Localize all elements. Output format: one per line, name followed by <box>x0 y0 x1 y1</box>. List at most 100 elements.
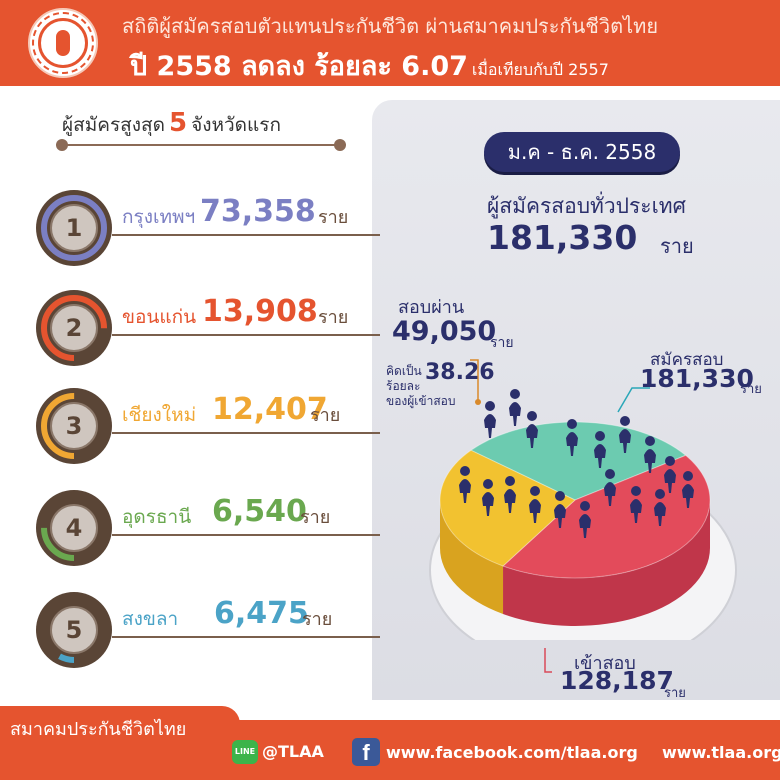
province-underline <box>112 534 380 536</box>
person-icon <box>682 471 694 508</box>
nationwide-label: ผู้สมัครสอบทั่วประเทศ <box>487 194 686 218</box>
rank-ring-arc <box>41 295 107 361</box>
province-underline <box>112 334 380 336</box>
applied-leader <box>617 387 650 413</box>
person-icon <box>619 416 631 453</box>
province-row: 5 สงขลา 6,475 ราย <box>36 592 380 672</box>
province-unit: ราย <box>302 609 333 630</box>
person-icon <box>529 486 541 523</box>
person-icon <box>579 501 591 538</box>
header-title-line2: ปี 2558 ลดลง ร้อยละ 6.07 เมื่อเทียบกับปี … <box>130 44 609 87</box>
passed-pct-pre2: ร้อยละ <box>386 379 421 393</box>
person-icon <box>664 456 676 493</box>
rank-number: 3 <box>50 402 98 450</box>
header-title-main: ปี 2558 ลดลง ร้อยละ 6.07 <box>130 51 468 82</box>
rank-ring-arc <box>41 495 107 561</box>
rank-ring <box>41 295 107 361</box>
person-icon <box>482 479 494 516</box>
title-rule-right-dot <box>334 139 346 151</box>
pie-side <box>503 500 710 626</box>
passed-label: สอบผ่าน <box>398 297 465 318</box>
province-row: 2 ขอนแก่น 13,908 ราย <box>36 290 380 370</box>
logo-figure <box>56 30 70 56</box>
province-name: เชียงใหม่ <box>122 404 197 426</box>
person-icon <box>509 389 521 426</box>
header-title-line1: สถิติผู้สมัครสอบตัวแทนประกันชีวิต ผ่านสม… <box>122 14 659 38</box>
province-unit: ราย <box>300 507 331 528</box>
applied-label: สมัครสอบ <box>650 350 724 370</box>
province-unit: ราย <box>310 405 341 426</box>
rank-ring-arc <box>41 195 107 261</box>
applied-value: 181,330 <box>640 364 754 393</box>
rank-ring <box>41 393 107 459</box>
province-underline <box>112 432 380 434</box>
rank-ring-arc <box>41 393 107 459</box>
person-icon <box>459 466 471 503</box>
province-name: สงขลา <box>122 608 179 630</box>
person-icon <box>654 489 666 526</box>
province-name: กรุงเทพฯ <box>122 206 196 228</box>
passed-pct-post: ของผู้เข้าสอบ <box>386 394 456 408</box>
logo-outer-ring <box>32 12 94 74</box>
nationwide-value: 181,330 <box>487 218 638 257</box>
province-unit: ราย <box>318 207 349 228</box>
rank-badge: 2 <box>36 290 112 366</box>
top5-title-post: จังหวัดแรก <box>191 114 281 136</box>
person-icon <box>604 469 616 506</box>
rank-ring <box>41 597 107 663</box>
province-row: 3 เชียงใหม่ 12,407 ราย <box>36 388 380 468</box>
top5-title-pre: ผู้สมัครสูงสุด <box>62 114 165 136</box>
person-icon <box>644 436 656 473</box>
pie-slice <box>469 421 687 501</box>
top5-title: ผู้สมัครสูงสุด 5 จังหวัดแรก <box>62 108 342 140</box>
footer-bar <box>0 720 780 780</box>
nationwide-unit: ราย <box>660 234 694 258</box>
line-icon[interactable]: LINE <box>232 740 258 764</box>
person-icon <box>526 411 538 448</box>
passed-leader-dot <box>475 399 481 405</box>
rank-number: 2 <box>50 304 98 352</box>
province-unit: ราย <box>318 307 349 328</box>
facebook-link[interactable]: www.facebook.com/tlaa.org <box>386 743 638 762</box>
province-value: 13,908 <box>202 294 318 329</box>
person-icon <box>484 401 496 438</box>
facebook-icon[interactable]: f <box>352 738 380 766</box>
person-icon <box>504 476 516 513</box>
province-name: ขอนแก่น <box>122 306 197 328</box>
applied-unit: ราย <box>740 382 762 397</box>
passed-pct: 38.26 <box>425 360 495 385</box>
header-title-suffix: เมื่อเทียบกับปี 2557 <box>471 60 609 79</box>
rank-badge: 5 <box>36 592 112 668</box>
province-value: 6,475 <box>214 596 309 631</box>
line-id-link[interactable]: @TLAA <box>262 742 324 761</box>
website-link[interactable]: www.tlaa.org <box>662 743 780 762</box>
took-label: เข้าสอบ <box>574 653 636 674</box>
passed-leader <box>470 359 479 400</box>
pie-slice <box>439 449 576 567</box>
took-unit: ราย <box>664 686 686 701</box>
province-name: อุดรธานี <box>122 506 192 528</box>
took-value: 128,187 <box>560 666 674 695</box>
rank-ring-arc <box>41 597 107 663</box>
took-leader <box>544 648 552 673</box>
rank-badge: 4 <box>36 490 112 566</box>
passed-value: 49,050 <box>392 316 497 347</box>
top5-title-num: 5 <box>168 108 188 138</box>
rank-ring <box>41 495 107 561</box>
rank-badge: 1 <box>36 190 112 266</box>
passed-unit: ราย <box>490 335 514 351</box>
tlaa-logo <box>28 8 98 78</box>
person-icon <box>554 491 566 528</box>
rank-number: 5 <box>50 606 98 654</box>
pie-slice <box>502 454 711 579</box>
title-rule <box>62 144 340 146</box>
rank-number: 1 <box>50 204 98 252</box>
province-value: 12,407 <box>212 392 328 427</box>
province-value: 73,358 <box>200 194 316 229</box>
rank-badge: 3 <box>36 388 112 464</box>
period-pill: ม.ค - ธ.ค. 2558 <box>484 132 680 172</box>
header-banner <box>0 0 780 86</box>
person-icon <box>566 419 578 456</box>
province-value: 6,540 <box>212 494 307 529</box>
